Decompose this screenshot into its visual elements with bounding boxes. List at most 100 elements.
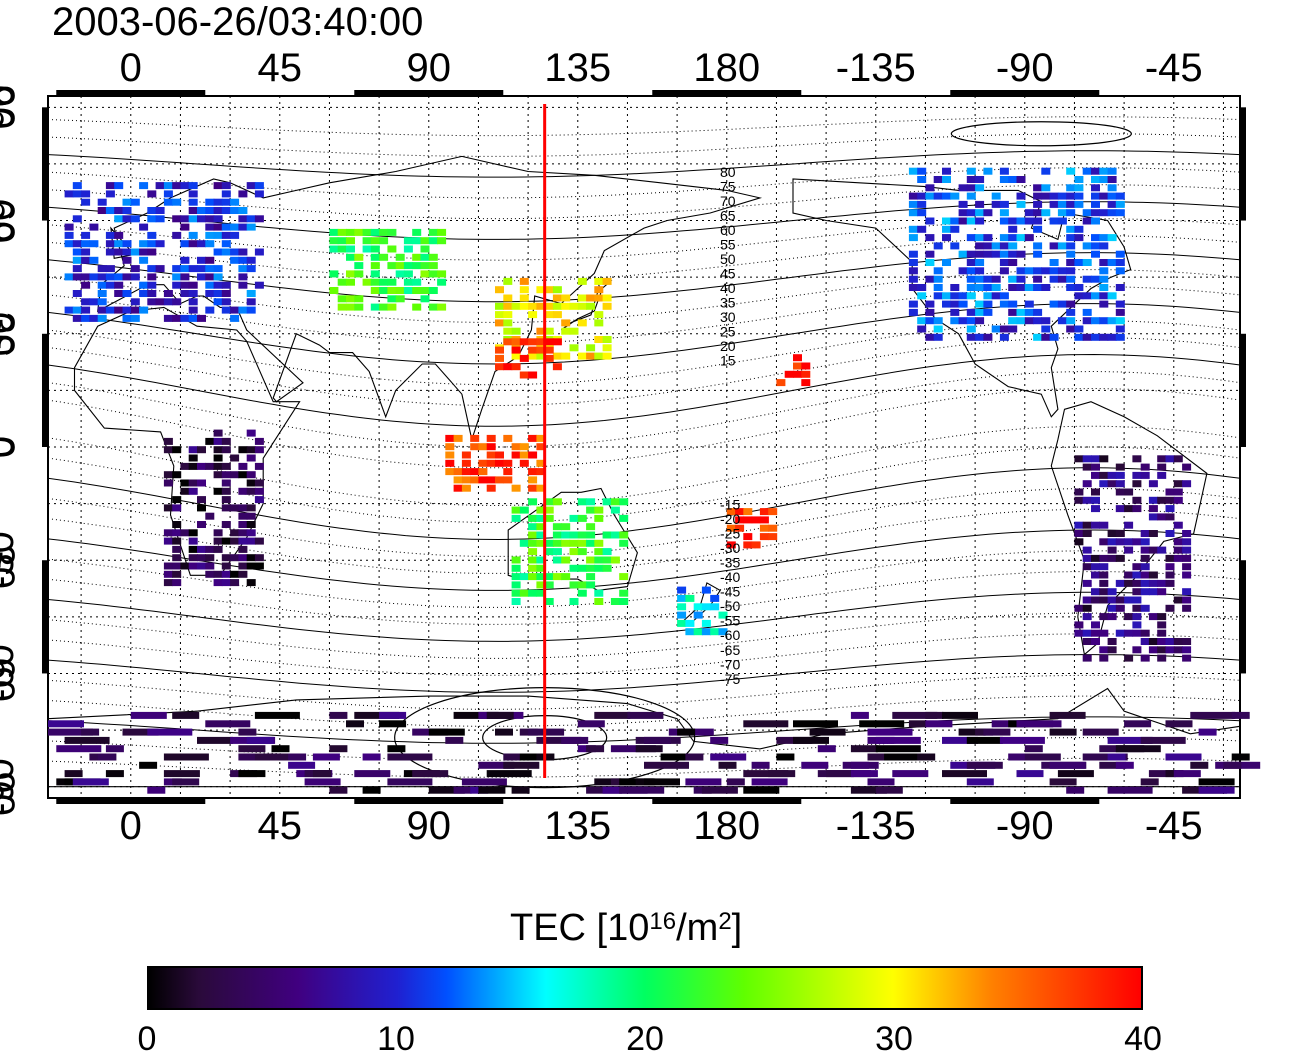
tec-cell: [461, 468, 471, 476]
tec-cell: [1074, 629, 1084, 637]
tec-cell: [213, 537, 223, 545]
tec-cell: [147, 190, 157, 198]
tec-cell: [114, 273, 124, 281]
tec-cell: [701, 586, 711, 594]
x-tick-label-bottom: -90: [995, 804, 1054, 848]
tec-cell: [999, 176, 1009, 183]
tec-cell: [552, 523, 562, 531]
tec-cell: [288, 753, 307, 761]
tec-cell: [412, 770, 449, 778]
tec-cell: [354, 228, 364, 236]
tec-cell: [213, 265, 223, 273]
tec-cell: [172, 314, 182, 322]
tec-cell: [180, 265, 190, 273]
tec-cell: [81, 240, 91, 248]
tec-cell: [180, 462, 190, 470]
tec-cell: [999, 167, 1009, 175]
tec-cell: [511, 589, 521, 597]
y-tick-label-right: -60: [0, 644, 22, 703]
tec-cell: [230, 306, 240, 314]
tec-cell: [155, 265, 165, 273]
tec-cell: [370, 253, 380, 261]
tec-cell: [130, 215, 140, 223]
tec-cell: [379, 237, 389, 245]
tec-cell: [793, 362, 802, 370]
tec-cell: [1107, 613, 1117, 621]
tec-cell: [586, 344, 596, 352]
tec-cell: [1107, 176, 1117, 183]
tec-cell: [536, 573, 546, 581]
tec-cell: [412, 228, 422, 236]
tec-cell: [619, 589, 629, 597]
tec-cell: [238, 207, 248, 214]
tec-cell: [97, 290, 107, 297]
tec-cell: [114, 231, 124, 239]
tec-cell: [1049, 242, 1059, 250]
tec-cell: [519, 302, 529, 310]
tec-cell: [1182, 571, 1192, 579]
tec-cell: [1091, 496, 1100, 504]
tec-cell: [354, 711, 400, 719]
tec-cell: [1074, 488, 1084, 496]
tec-cell: [387, 287, 397, 294]
maglat-line: [47, 571, 1241, 625]
tec-cell: [544, 598, 554, 605]
tec-cell: [503, 302, 513, 310]
tec-cell: [81, 256, 91, 264]
tec-cell: [544, 311, 554, 319]
tec-cell: [768, 770, 796, 778]
maglat-label: -75: [720, 671, 740, 687]
tec-cell: [1107, 317, 1117, 325]
tec-cell: [246, 256, 256, 264]
tec-cell: [147, 290, 157, 297]
tec-cell: [1057, 275, 1067, 283]
tec-cell: [619, 786, 665, 794]
tec-cell: [238, 562, 248, 570]
tec-cell: [685, 594, 695, 602]
tec-cell: [155, 215, 165, 223]
tec-cell: [1016, 200, 1026, 208]
tec-cell: [105, 231, 115, 239]
tec-cell: [999, 325, 1009, 333]
tec-cell: [1091, 242, 1100, 250]
tec-cell: [942, 217, 951, 225]
tec-cell: [64, 231, 74, 239]
tec-cell: [1165, 571, 1175, 579]
tec-cell: [1132, 455, 1142, 463]
tec-cell: [966, 317, 976, 325]
tec-cell: [453, 434, 463, 442]
tec-cell: [966, 275, 976, 283]
tec-cell: [718, 761, 737, 769]
tec-cell: [1157, 588, 1167, 596]
tec-cell: [139, 223, 149, 231]
tec-cell: [511, 302, 521, 310]
tec-cell: [213, 446, 223, 454]
tec-cell: [97, 298, 107, 306]
tec-cell: [114, 306, 124, 314]
tec-cell: [238, 248, 248, 256]
tec-cell: [1066, 209, 1076, 217]
tec-cell: [511, 786, 530, 794]
tec-cell: [561, 556, 571, 564]
tec-cell: [1057, 770, 1094, 778]
tec-cell: [387, 745, 406, 753]
tec-cell: [1165, 530, 1175, 537]
tec-cell: [610, 556, 620, 564]
tec-cell: [743, 720, 789, 728]
maglat-line: [47, 167, 1241, 199]
tec-cell: [1066, 184, 1076, 192]
tec-cell: [254, 281, 264, 289]
tec-cell: [246, 215, 256, 223]
tec-cell: [1107, 530, 1117, 537]
tec-cell: [130, 314, 140, 322]
tec-cell: [528, 476, 538, 484]
tec-cell: [213, 182, 223, 190]
tec-cell: [1082, 579, 1092, 587]
tec-cell: [122, 256, 132, 264]
tec-cell: [577, 581, 587, 589]
tec-cell: [561, 523, 571, 531]
tec-cell: [1148, 613, 1158, 621]
tec-cell: [81, 728, 100, 736]
tec-cell: [205, 198, 215, 206]
maglat-label: 60: [720, 222, 736, 238]
